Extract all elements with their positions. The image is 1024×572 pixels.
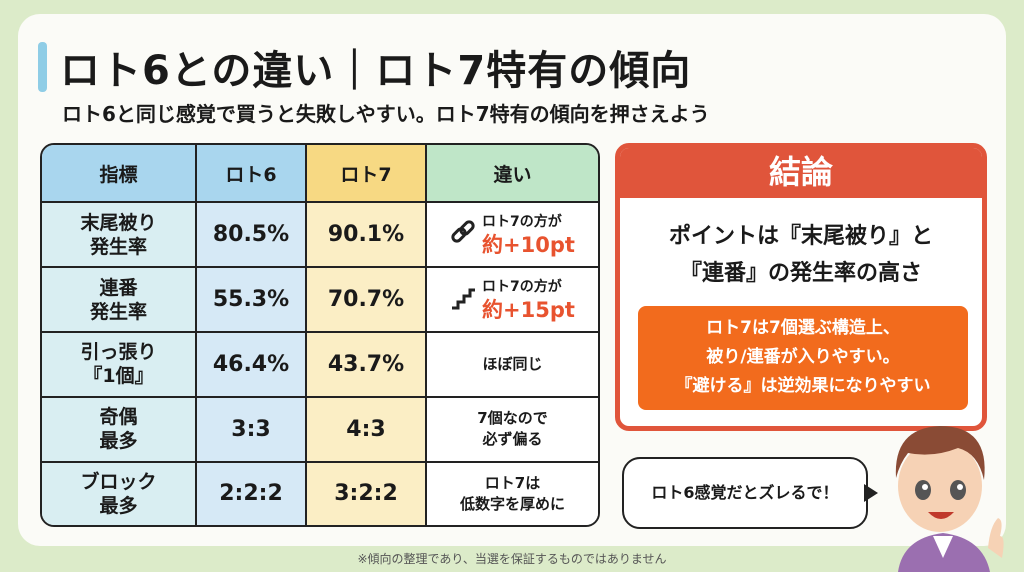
diff-text: ロト7の方が bbox=[482, 279, 562, 296]
conclusion-note: ロト7は7個選ぶ構造上、 被り/連番が入りやすい。 『避ける』は逆効果になりやす… bbox=[638, 306, 968, 410]
title-accent-bar bbox=[38, 42, 47, 92]
loto7-cell: 4:3 bbox=[307, 397, 427, 463]
diff-text: ロト7は 低数字を厚めに bbox=[459, 473, 565, 513]
character-illustration bbox=[895, 426, 1004, 572]
loto7-cell: 90.1% bbox=[307, 203, 427, 269]
loto7-cell: 43.7% bbox=[307, 333, 427, 398]
loto7-cell: 70.7% bbox=[307, 268, 427, 334]
loto7-cell: 3:2:2 bbox=[307, 462, 427, 525]
diff-cell: ロト7は 低数字を厚めに bbox=[427, 462, 598, 525]
diff-value: 約+15pt bbox=[482, 298, 575, 323]
page-title: ロト6との違い｜ロト7特有の傾向 bbox=[60, 48, 692, 94]
diff-cell: 7個なので 必ず偏る bbox=[427, 397, 598, 463]
table-row: 末尾被り 発生率 80.5% 90.1% ロト7の方が約+10pt bbox=[42, 203, 598, 269]
diff-cell: ロト7の方が約+15pt bbox=[427, 268, 598, 334]
header-loto6: ロト6 bbox=[197, 145, 307, 204]
conclusion-panel: 結論 ポイントは『末尾被り』と 『連番』の発生率の高さ ロト7は7個選ぶ構造上、… bbox=[615, 143, 987, 431]
table-row: 引っ張り 『1個』 46.4% 43.7% ほぼ同じ bbox=[42, 333, 598, 398]
link-icon bbox=[450, 219, 476, 251]
page-subtitle: ロト6と同じ感覚で買うと失敗しやすい。ロト7特有の傾向を押さえよう bbox=[62, 102, 710, 126]
conclusion-main: ポイントは『末尾被り』と 『連番』の発生率の高さ bbox=[668, 224, 933, 286]
diff-value: 約+10pt bbox=[482, 233, 575, 258]
header-metric: 指標 bbox=[42, 145, 197, 204]
footnote: ※傾向の整理であり、当選を保証するものではありません bbox=[357, 552, 667, 566]
table-row: 奇偶 最多 3:3 4:3 7個なので 必ず偏る bbox=[42, 397, 598, 463]
speech-bubble-tail bbox=[864, 484, 878, 502]
loto6-cell: 55.3% bbox=[197, 268, 307, 334]
table-row: 連番 発生率 55.3% 70.7% ロト7の方が約+15pt bbox=[42, 268, 598, 334]
loto6-cell: 80.5% bbox=[197, 203, 307, 269]
comparison-table: 指標 ロト6 ロト7 違い 末尾被り 発生率 80.5% 90.1% ロト7の方… bbox=[40, 143, 600, 527]
metric-cell: 引っ張り 『1個』 bbox=[42, 333, 197, 398]
metric-cell: 奇偶 最多 bbox=[42, 397, 197, 463]
speech-bubble: ロト6感覚だとズレるで！ bbox=[622, 457, 868, 529]
diff-cell: ロト7の方が約+10pt bbox=[427, 203, 598, 269]
metric-cell: 連番 発生率 bbox=[42, 268, 197, 334]
table-row: ブロック 最多 2:2:2 3:2:2 ロト7は 低数字を厚めに bbox=[42, 462, 598, 525]
metric-cell: ブロック 最多 bbox=[42, 462, 197, 525]
loto6-cell: 2:2:2 bbox=[197, 462, 307, 525]
diff-text: ロト7の方が bbox=[482, 214, 562, 231]
header-loto7: ロト7 bbox=[307, 145, 427, 204]
header-diff: 違い bbox=[427, 145, 598, 204]
stairs-icon bbox=[450, 284, 476, 316]
conclusion-heading: 結論 bbox=[620, 148, 982, 198]
table-header-row: 指標 ロト6 ロト7 違い bbox=[42, 145, 598, 204]
loto6-cell: 46.4% bbox=[197, 333, 307, 398]
diff-text: 7個なので 必ず偏る bbox=[477, 409, 548, 449]
diff-text: ほぼ同じ bbox=[482, 354, 543, 373]
metric-cell: 末尾被り 発生率 bbox=[42, 203, 197, 269]
diff-cell: ほぼ同じ bbox=[427, 333, 598, 398]
loto6-cell: 3:3 bbox=[197, 397, 307, 463]
